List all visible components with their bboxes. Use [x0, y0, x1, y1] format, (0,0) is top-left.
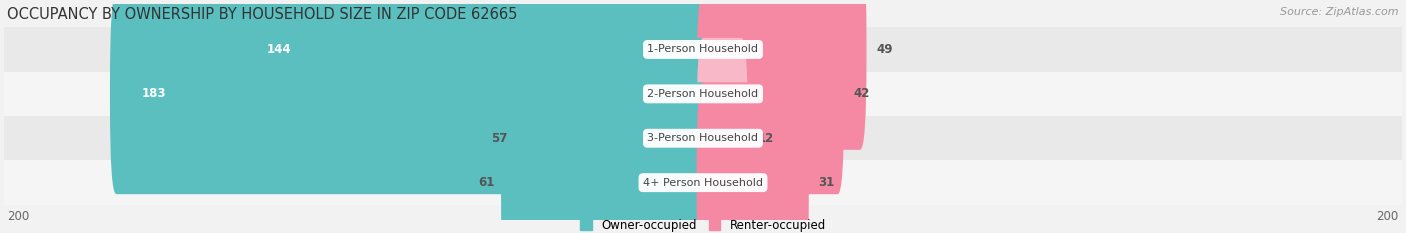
Text: 42: 42	[853, 87, 870, 100]
FancyBboxPatch shape	[696, 82, 808, 233]
Text: 31: 31	[818, 176, 835, 189]
Legend: Owner-occupied, Renter-occupied: Owner-occupied, Renter-occupied	[579, 219, 827, 232]
Text: Source: ZipAtlas.com: Source: ZipAtlas.com	[1279, 7, 1399, 17]
Text: 200: 200	[1376, 210, 1399, 223]
Text: 144: 144	[267, 43, 291, 56]
Text: 12: 12	[758, 132, 773, 145]
Bar	[4, 27, 1402, 72]
FancyBboxPatch shape	[513, 38, 710, 233]
FancyBboxPatch shape	[235, 0, 710, 150]
FancyBboxPatch shape	[696, 38, 748, 233]
FancyBboxPatch shape	[696, 0, 844, 194]
Text: 49: 49	[876, 43, 893, 56]
Text: OCCUPANCY BY OWNERSHIP BY HOUSEHOLD SIZE IN ZIP CODE 62665: OCCUPANCY BY OWNERSHIP BY HOUSEHOLD SIZE…	[7, 7, 517, 22]
Bar	[4, 72, 1402, 116]
Text: 183: 183	[142, 87, 166, 100]
FancyBboxPatch shape	[110, 0, 710, 194]
Text: 4+ Person Household: 4+ Person Household	[643, 178, 763, 188]
Text: 200: 200	[7, 210, 30, 223]
Text: 2-Person Household: 2-Person Household	[647, 89, 759, 99]
Text: 3-Person Household: 3-Person Household	[648, 133, 758, 143]
Bar	[4, 161, 1402, 205]
FancyBboxPatch shape	[696, 0, 866, 150]
Text: 57: 57	[491, 132, 508, 145]
Text: 61: 61	[478, 176, 495, 189]
FancyBboxPatch shape	[501, 82, 710, 233]
Text: 1-Person Household: 1-Person Household	[648, 45, 758, 55]
Bar	[4, 116, 1402, 161]
